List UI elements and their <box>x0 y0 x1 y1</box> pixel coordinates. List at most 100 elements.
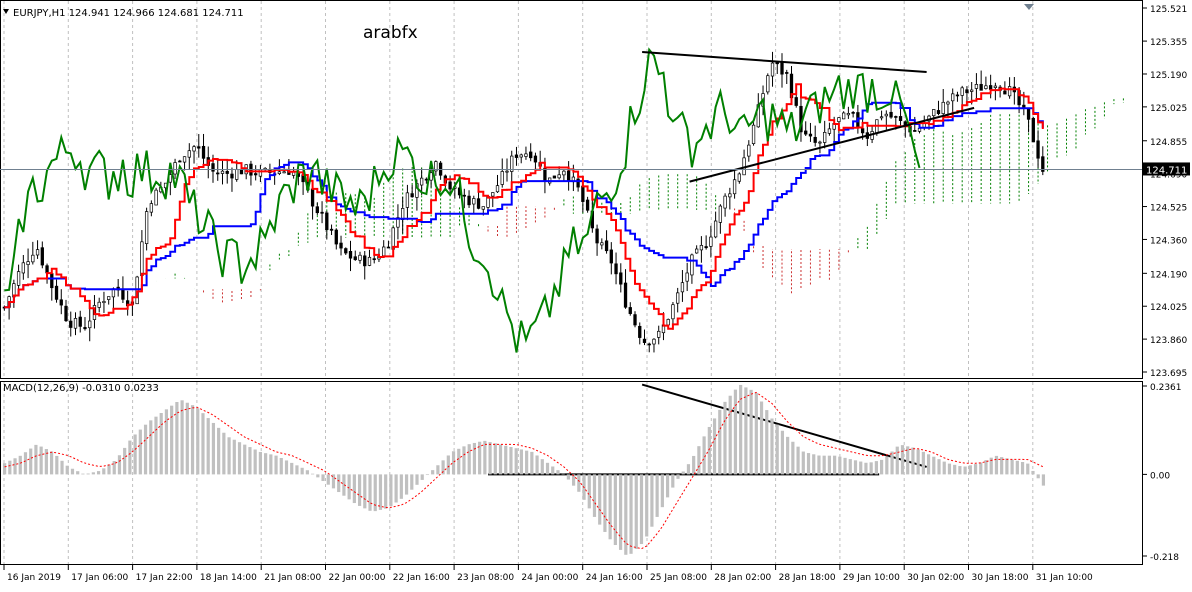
candle-body <box>524 153 528 157</box>
macd-histogram-bar <box>86 473 90 475</box>
candle-body <box>585 199 590 211</box>
y-tick-label: 124.025 <box>1150 303 1187 313</box>
macd-histogram-bar <box>279 458 283 475</box>
candle-body <box>936 110 941 114</box>
candle-body <box>533 155 538 163</box>
macd-histogram-bar <box>545 462 550 475</box>
macd-histogram-bar <box>728 395 732 475</box>
macd-histogram-bar <box>311 473 315 475</box>
macd-histogram-bar <box>1041 474 1046 486</box>
macd-histogram-bar <box>733 389 738 475</box>
macd-histogram-bar <box>185 402 189 475</box>
macd-histogram-bar <box>149 420 153 475</box>
macd-histogram-bar <box>352 474 356 504</box>
candle-body <box>581 185 585 202</box>
candle-body <box>747 144 751 157</box>
macd-histogram-bar <box>248 447 252 475</box>
macd-histogram-bar <box>232 439 236 475</box>
macd-histogram-bar <box>827 455 831 475</box>
candle-body <box>846 113 851 116</box>
candle-body <box>1036 140 1040 159</box>
shift-marker-icon[interactable] <box>1024 4 1034 10</box>
candle-body <box>557 174 561 179</box>
macd-histogram-bar <box>331 474 336 489</box>
candle-body <box>325 212 329 230</box>
candle-body <box>367 256 372 266</box>
macd-histogram-bar <box>1036 474 1040 479</box>
y-tick-label: 123.695 <box>1150 369 1187 379</box>
candle-body <box>690 254 694 276</box>
macd-histogram-bar <box>378 474 383 510</box>
price-trendline[interactable] <box>642 51 927 73</box>
macd-histogram-bar <box>274 455 278 475</box>
candle-body <box>467 195 471 206</box>
macd-histogram-bar <box>258 451 262 475</box>
macd-histogram-bar <box>874 461 878 475</box>
macd-histogram-bar <box>295 465 299 475</box>
candle-body <box>448 181 452 190</box>
macd-histogram-bar <box>608 474 612 540</box>
macd-histogram-bar <box>994 455 999 475</box>
macd-histogram-bar <box>671 474 675 488</box>
y-tick-label: 124.360 <box>1150 236 1187 246</box>
macd-histogram-bar <box>404 474 409 495</box>
macd-histogram-bar <box>65 465 69 475</box>
macd-histogram-bar <box>138 429 142 475</box>
macd-histogram-bar <box>357 474 362 506</box>
candle-body <box>26 261 30 265</box>
candle-body <box>680 282 685 293</box>
macd-histogram-bar <box>603 474 607 532</box>
macd-histogram-bar <box>3 463 7 475</box>
macd-histogram-bar <box>76 471 80 475</box>
candle-body <box>699 245 704 251</box>
macd-histogram-bar <box>869 462 873 475</box>
macd-trendline[interactable] <box>641 383 927 468</box>
macd-histogram-bar <box>326 474 330 485</box>
macd-histogram-bar <box>624 474 628 555</box>
macd-histogram-bar <box>18 455 22 475</box>
candle-body <box>462 194 466 197</box>
candle-body <box>363 255 367 267</box>
candle-body <box>382 246 386 257</box>
macd-histogram-bar <box>916 449 920 475</box>
macd-histogram-bar <box>686 464 691 475</box>
macd-histogram-bar <box>164 409 169 475</box>
candle-body <box>396 217 400 228</box>
macd-histogram-bar <box>1000 457 1004 475</box>
kijun-line <box>4 101 1044 309</box>
candle-body <box>941 101 945 114</box>
macd-histogram-bar <box>70 468 75 475</box>
candle-body <box>965 89 969 94</box>
macd-histogram-bar <box>420 474 424 480</box>
macd-histogram-bar <box>963 466 967 475</box>
macd-histogram-bar <box>566 474 570 480</box>
macd-histogram-bar <box>102 468 106 475</box>
macd-histogram-bar <box>775 424 779 475</box>
candle-body <box>31 254 35 263</box>
candle-body <box>718 205 723 223</box>
macd-histogram-bar <box>253 449 257 475</box>
candle-body <box>728 193 732 198</box>
dropdown-triangle-icon[interactable] <box>3 9 9 14</box>
candle-body <box>723 195 727 209</box>
candle-body <box>1007 86 1012 97</box>
candle-body <box>386 246 391 249</box>
candle-body <box>638 325 642 338</box>
x-tick-label: 24 Jan 16:00 <box>586 573 643 583</box>
macd-histogram-bar <box>457 448 461 475</box>
macd-histogram-bar <box>676 474 680 479</box>
candle-body <box>808 133 813 137</box>
candle-body <box>837 117 841 123</box>
y-tick-label: 125.521 <box>1150 5 1187 15</box>
x-tick-label: 28 Jan 18:00 <box>779 573 836 583</box>
macd-histogram-bar <box>284 460 289 475</box>
candle-body <box>676 292 680 304</box>
candle-body <box>713 220 718 238</box>
candle-body <box>144 211 149 244</box>
macd-histogram-bar <box>128 440 132 475</box>
macd-histogram-bar <box>1026 463 1030 475</box>
candle-body <box>1041 156 1045 172</box>
x-tick-label: 28 Jan 02:00 <box>714 573 771 583</box>
